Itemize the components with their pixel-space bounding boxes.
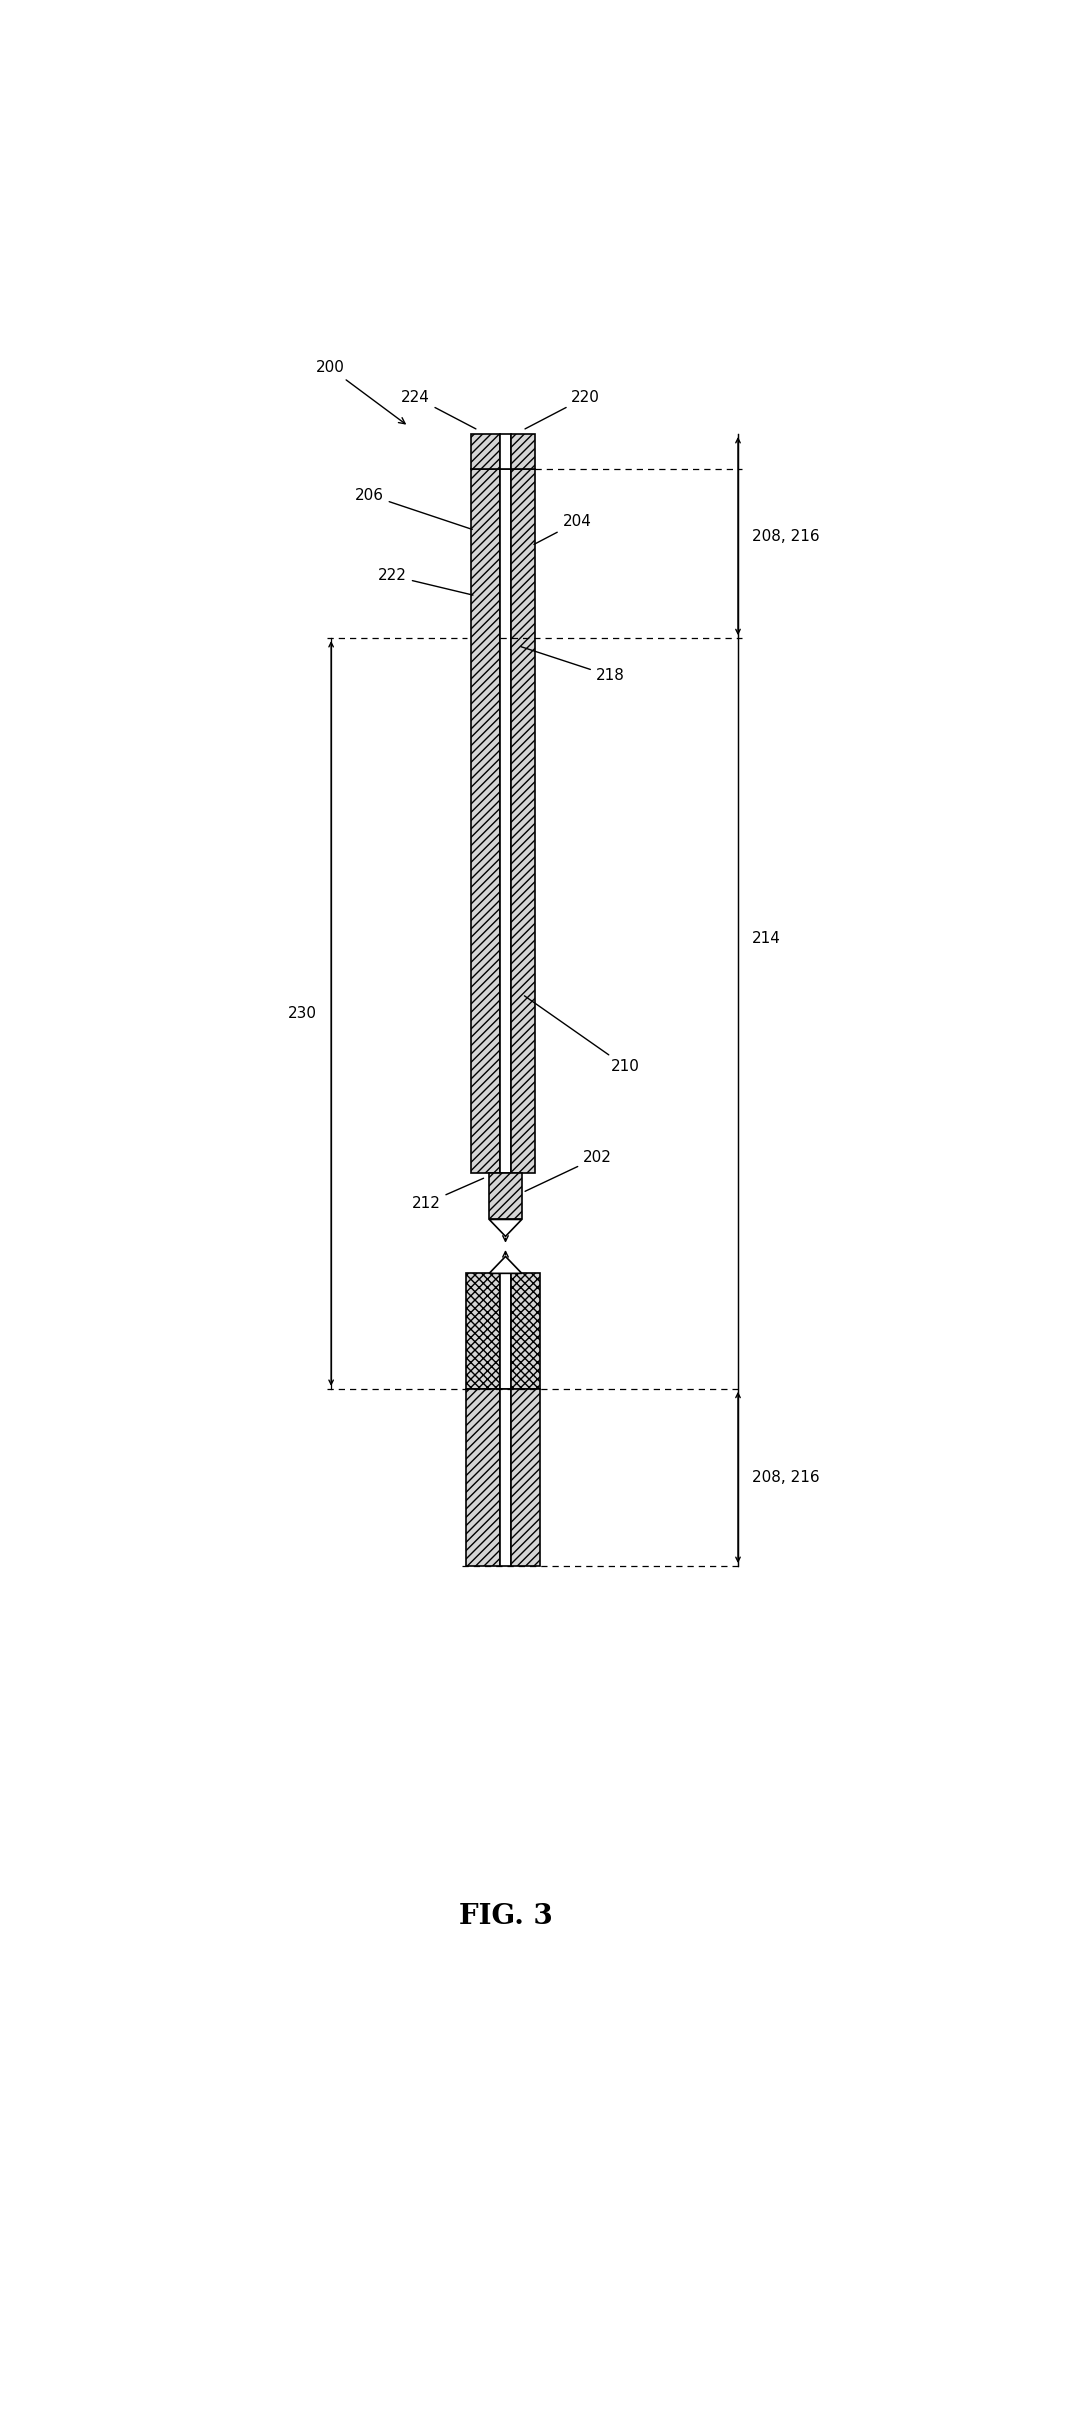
Text: FIG. 3: FIG. 3 <box>458 1903 552 1929</box>
Text: 214: 214 <box>752 931 781 945</box>
Bar <box>471 469 501 1174</box>
Text: 222: 222 <box>378 569 473 595</box>
Bar <box>501 469 511 1174</box>
Text: 230: 230 <box>288 1006 317 1021</box>
Bar <box>467 1390 501 1565</box>
Text: 206: 206 <box>355 488 472 530</box>
Bar <box>511 469 535 1174</box>
Bar <box>511 1273 540 1390</box>
Bar <box>511 1390 540 1565</box>
Text: 208, 216: 208, 216 <box>752 1470 819 1485</box>
Text: 218: 218 <box>521 646 625 683</box>
Text: 204: 204 <box>534 515 592 544</box>
Bar <box>511 435 535 469</box>
Text: 202: 202 <box>525 1149 612 1191</box>
Text: 200: 200 <box>316 360 405 423</box>
Bar <box>467 1273 501 1390</box>
Bar <box>501 1390 511 1565</box>
Text: 220: 220 <box>525 389 600 430</box>
Polygon shape <box>489 1220 522 1237</box>
Text: 208, 216: 208, 216 <box>752 530 819 544</box>
Bar <box>501 1273 511 1390</box>
Polygon shape <box>489 1256 522 1273</box>
Text: 210: 210 <box>524 996 640 1074</box>
Bar <box>489 1174 522 1220</box>
Bar <box>471 435 501 469</box>
Text: 224: 224 <box>400 389 476 430</box>
Bar <box>501 435 511 469</box>
Text: 212: 212 <box>412 1179 484 1210</box>
